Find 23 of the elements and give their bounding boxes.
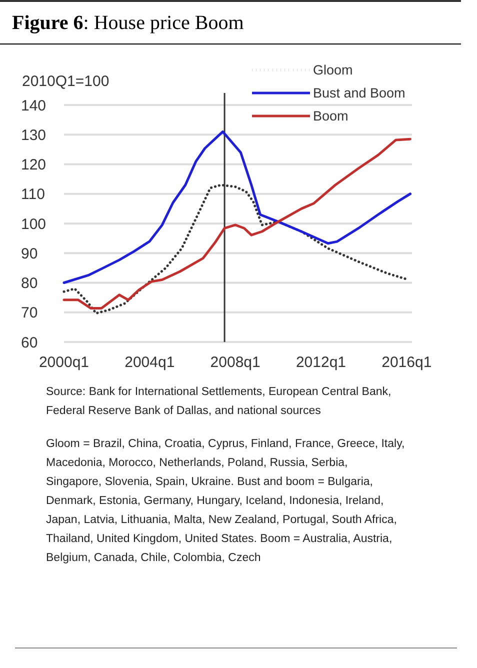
y-tick-label: 110 — [21, 186, 45, 204]
y-tick-label: 80 — [21, 275, 38, 292]
line-series — [62, 130, 412, 284]
text: Gloom = Brazil, China, Croatia, Cyprus, Finland, France, Greece, Italy, Macedonia, Morocco, Netherlands, Poland, Russia, Serbia, Singapore, Slovenia, Spain, Ukraine. Bust and boom = Bulgaria, Denmark, Estonia, Germany, Hungary, Iceland, Indonesia, Ireland, Japan, Latvia, Lithuania, Malta, New Zealand, Portugal, South Africa, Thailand, United Kingdom, United States. Boom = Australia, Austria, Belgium, Canada, Chile, Colombia, Czech — [46, 438, 405, 564]
y-tick-label: 90 — [21, 245, 38, 262]
x-tick-label: 2012q1 — [296, 354, 346, 371]
y-axis-title: 2010Q1=100 — [22, 73, 110, 90]
x-tick-label: 2008q1 — [210, 354, 260, 371]
y-tick-label: 130 — [21, 126, 46, 144]
legend-label: Gloom — [313, 62, 353, 78]
y-tick-label: 120 — [21, 156, 46, 174]
y-tick-label: 100 — [21, 216, 46, 233]
y-tick-label: 60 — [21, 334, 38, 352]
x-tick-label: 2016q1 — [382, 354, 432, 371]
legend-label: Boom — [313, 108, 348, 124]
legend-label: Bust and Boom — [313, 86, 406, 101]
chart-title: Figure 6: House price Boom — [12, 12, 244, 34]
source-note: Source: Bank for International Settlements, European Central Bank, Federal Reserve Bank of Dallas, and national sources — [46, 386, 392, 417]
line-series — [62, 138, 412, 310]
x-tick-label: 2004q1 — [124, 354, 175, 371]
y-tick-label: 70 — [21, 304, 38, 322]
y-tick-label: 140 — [21, 97, 46, 114]
x-tick-label: 2000q1 — [38, 354, 90, 371]
